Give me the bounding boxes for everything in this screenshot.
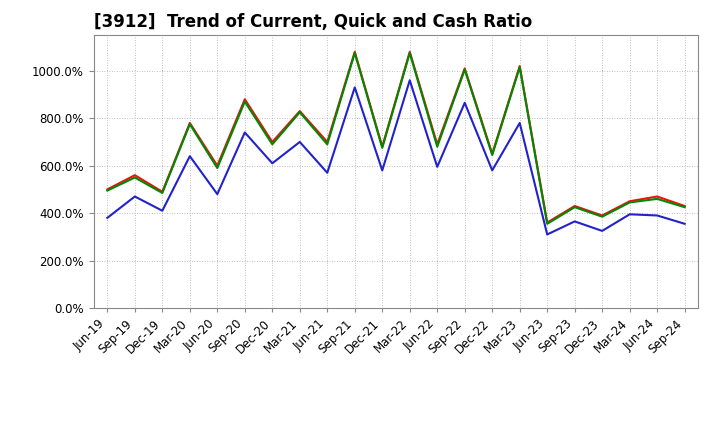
Quick Ratio [626,200,634,205]
Quick Ratio [653,196,662,202]
Cash Ratio [186,154,194,159]
Current Ratio [351,49,359,55]
Current Ratio [240,97,249,102]
Current Ratio [130,172,139,178]
Current Ratio [323,139,332,145]
Quick Ratio [460,67,469,72]
Current Ratio [213,163,222,169]
Quick Ratio [295,110,304,115]
Current Ratio [598,213,606,218]
Line: Quick Ratio: Quick Ratio [107,53,685,224]
Quick Ratio [268,142,276,147]
Quick Ratio [516,65,524,70]
Cash Ratio [213,191,222,197]
Cash Ratio [488,168,497,173]
Cash Ratio [103,215,112,220]
Cash Ratio [323,170,332,176]
Current Ratio [186,120,194,125]
Current Ratio [103,187,112,192]
Quick Ratio [323,142,332,147]
Line: Current Ratio: Current Ratio [107,52,685,223]
Quick Ratio [186,121,194,127]
Current Ratio [158,189,166,194]
Quick Ratio [103,188,112,193]
Quick Ratio [543,221,552,227]
Current Ratio [653,194,662,199]
Current Ratio [378,144,387,149]
Cash Ratio [405,77,414,83]
Cash Ratio [626,212,634,217]
Current Ratio [626,198,634,204]
Cash Ratio [433,164,441,169]
Cash Ratio [378,168,387,173]
Cash Ratio [680,221,689,227]
Current Ratio [433,142,441,147]
Current Ratio [543,220,552,225]
Cash Ratio [351,85,359,90]
Cash Ratio [130,194,139,199]
Quick Ratio [405,50,414,55]
Cash Ratio [598,228,606,234]
Cash Ratio [460,100,469,106]
Quick Ratio [488,152,497,158]
Quick Ratio [158,191,166,196]
Cash Ratio [240,130,249,135]
Cash Ratio [158,208,166,213]
Quick Ratio [351,50,359,55]
Current Ratio [405,49,414,55]
Quick Ratio [240,99,249,104]
Text: [3912]  Trend of Current, Quick and Cash Ratio: [3912] Trend of Current, Quick and Cash … [94,13,532,31]
Cash Ratio [516,120,524,125]
Quick Ratio [213,165,222,171]
Quick Ratio [378,145,387,150]
Quick Ratio [433,144,441,149]
Current Ratio [516,63,524,69]
Cash Ratio [653,213,662,218]
Line: Cash Ratio: Cash Ratio [107,80,685,235]
Quick Ratio [130,175,139,180]
Cash Ratio [543,232,552,237]
Cash Ratio [570,219,579,224]
Quick Ratio [680,205,689,210]
Current Ratio [488,151,497,157]
Current Ratio [460,66,469,71]
Current Ratio [570,203,579,209]
Current Ratio [680,203,689,209]
Quick Ratio [598,214,606,219]
Current Ratio [268,139,276,145]
Cash Ratio [268,161,276,166]
Quick Ratio [570,205,579,210]
Current Ratio [295,109,304,114]
Cash Ratio [295,139,304,145]
